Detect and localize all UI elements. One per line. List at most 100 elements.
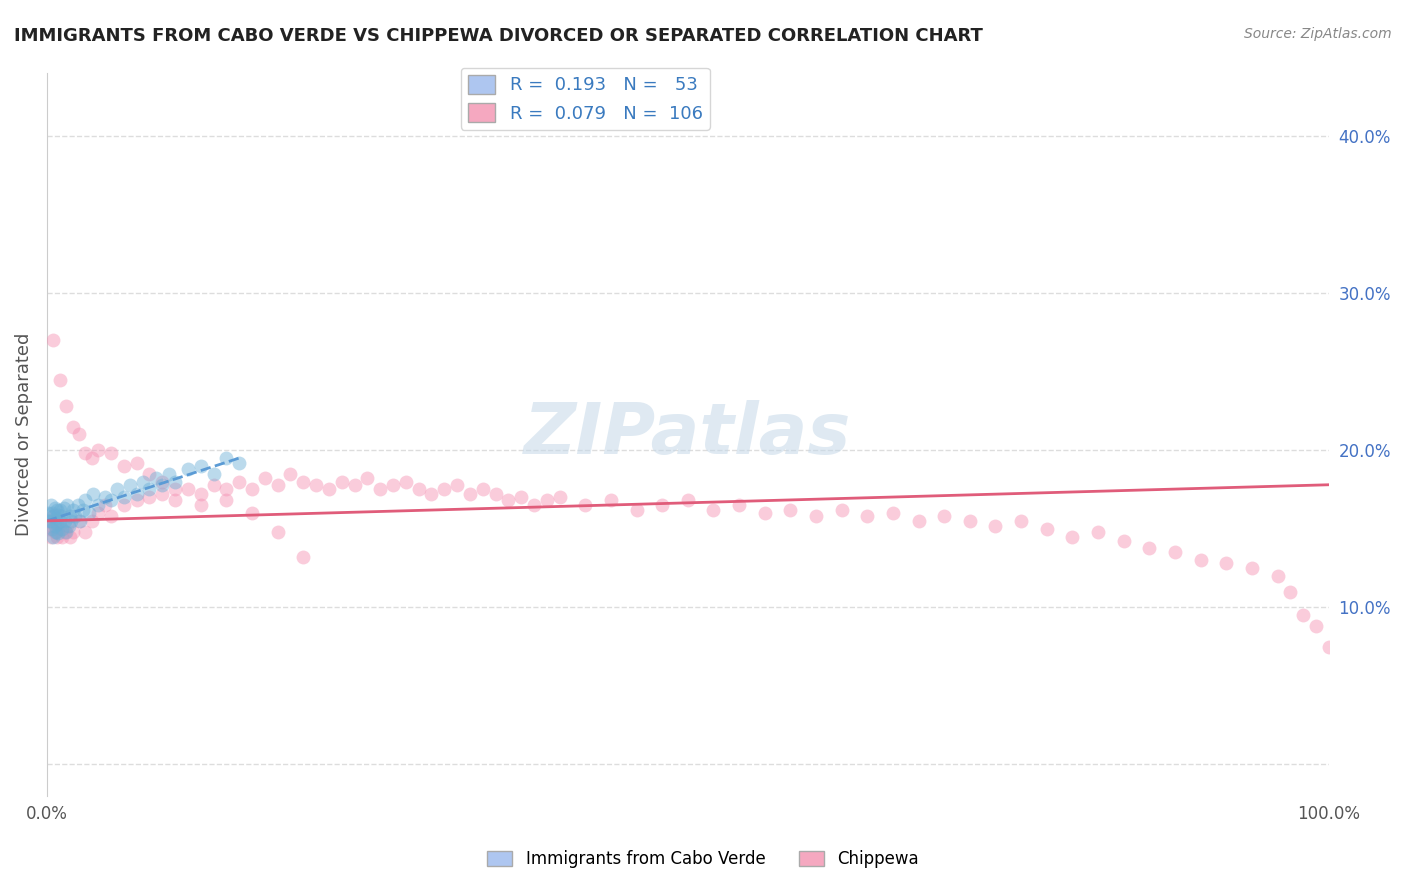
Point	[1292, 608, 1315, 623]
Point	[55, 524, 77, 539]
Point	[177, 462, 200, 476]
Point	[240, 483, 263, 497]
Point	[39, 498, 62, 512]
Point	[536, 493, 558, 508]
Point	[831, 503, 853, 517]
Point	[651, 498, 673, 512]
Point	[45, 514, 67, 528]
Point	[41, 518, 63, 533]
Point	[165, 483, 187, 497]
Point	[266, 524, 288, 539]
Point	[382, 477, 405, 491]
Point	[138, 491, 160, 505]
Point	[62, 524, 84, 539]
Point	[574, 498, 596, 512]
Point	[56, 518, 79, 533]
Point	[907, 514, 929, 528]
Point	[100, 493, 122, 508]
Point	[190, 498, 212, 512]
Point	[1087, 524, 1109, 539]
Point	[1317, 640, 1340, 654]
Point	[75, 446, 97, 460]
Point	[87, 498, 110, 512]
Point	[165, 475, 187, 489]
Point	[93, 491, 115, 505]
Point	[105, 483, 128, 497]
Point	[59, 530, 82, 544]
Point	[67, 427, 90, 442]
Point	[42, 530, 65, 544]
Point	[39, 514, 62, 528]
Point	[702, 503, 724, 517]
Point	[132, 475, 155, 489]
Point	[433, 483, 456, 497]
Point	[80, 451, 103, 466]
Point	[1112, 534, 1135, 549]
Point	[100, 446, 122, 460]
Point	[548, 491, 571, 505]
Text: Source: ZipAtlas.com: Source: ZipAtlas.com	[1244, 27, 1392, 41]
Point	[42, 333, 65, 347]
Point	[1010, 514, 1032, 528]
Point	[112, 491, 135, 505]
Point	[600, 493, 623, 508]
Point	[157, 467, 180, 481]
Point	[125, 493, 148, 508]
Point	[51, 522, 73, 536]
Point	[1062, 530, 1084, 544]
Point	[67, 514, 90, 528]
Point	[1305, 619, 1327, 633]
Point	[72, 503, 94, 517]
Point	[202, 467, 225, 481]
Point	[41, 506, 63, 520]
Point	[190, 458, 212, 473]
Text: IMMIGRANTS FROM CABO VERDE VS CHIPPEWA DIVORCED OR SEPARATED CORRELATION CHART: IMMIGRANTS FROM CABO VERDE VS CHIPPEWA D…	[14, 27, 983, 45]
Point	[41, 522, 63, 536]
Point	[56, 498, 79, 512]
Point	[458, 487, 481, 501]
Point	[55, 399, 77, 413]
Point	[190, 487, 212, 501]
Point	[138, 483, 160, 497]
Point	[779, 503, 801, 517]
Point	[87, 443, 110, 458]
Point	[498, 493, 520, 508]
Point	[1035, 522, 1057, 536]
Point	[59, 509, 82, 524]
Point	[215, 493, 238, 508]
Point	[51, 530, 73, 544]
Point	[253, 471, 276, 485]
Point	[984, 518, 1007, 533]
Point	[80, 514, 103, 528]
Point	[471, 483, 494, 497]
Point	[523, 498, 546, 512]
Point	[484, 487, 506, 501]
Point	[280, 467, 302, 481]
Point	[150, 487, 173, 501]
Point	[46, 503, 69, 517]
Point	[46, 530, 69, 544]
Point	[82, 487, 104, 501]
Point	[87, 506, 110, 520]
Point	[48, 526, 70, 541]
Point	[145, 471, 167, 485]
Y-axis label: Divorced or Separated: Divorced or Separated	[15, 333, 32, 536]
Text: ZIPatlas: ZIPatlas	[524, 400, 852, 469]
Point	[112, 458, 135, 473]
Point	[420, 487, 443, 501]
Point	[292, 549, 315, 564]
Point	[53, 524, 76, 539]
Point	[318, 483, 340, 497]
Legend: R =  0.193   N =   53, R =  0.079   N =  106: R = 0.193 N = 53, R = 0.079 N = 106	[461, 68, 710, 130]
Point	[228, 475, 250, 489]
Point	[1137, 541, 1160, 555]
Point	[58, 518, 80, 533]
Point	[75, 524, 97, 539]
Point	[77, 506, 100, 520]
Point	[44, 524, 66, 539]
Point	[38, 514, 60, 528]
Point	[728, 498, 751, 512]
Point	[882, 506, 904, 520]
Point	[53, 514, 76, 528]
Point	[93, 498, 115, 512]
